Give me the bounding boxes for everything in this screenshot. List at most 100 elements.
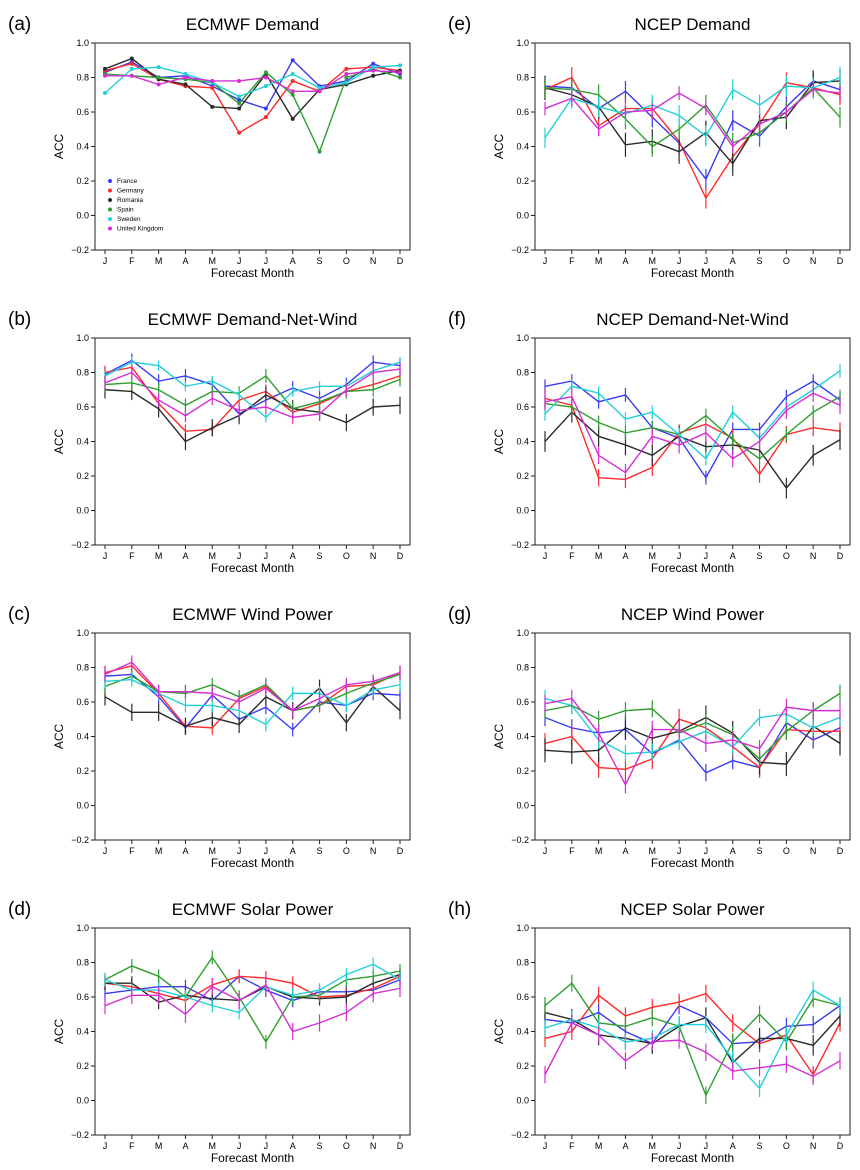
y-axis-label: ACC bbox=[52, 724, 66, 750]
x-axis-label: Forecast Month bbox=[211, 561, 294, 575]
x-tick-label: D bbox=[837, 256, 844, 266]
x-tick-label: S bbox=[317, 846, 323, 856]
x-tick-label: F bbox=[569, 256, 575, 266]
chart-svg: (g) NCEP Wind Power 1.0 0.8 0.6 0.4 0.2 0.0 −0.2… bbox=[448, 604, 851, 870]
series-line bbox=[544, 989, 841, 1090]
chart-title: NCEP Solar Power bbox=[620, 900, 765, 919]
data-point bbox=[237, 94, 242, 99]
x-tick-label: A bbox=[182, 846, 188, 856]
x-tick-label: J bbox=[237, 846, 242, 856]
y-tick-label: 0.8 bbox=[516, 663, 529, 673]
x-tick-label: F bbox=[129, 256, 135, 266]
y-tick-label: −0.2 bbox=[71, 245, 89, 255]
data-point bbox=[263, 70, 268, 75]
x-tick-label: M bbox=[155, 256, 163, 266]
series-line bbox=[544, 88, 841, 148]
series-line bbox=[104, 661, 401, 712]
data-point bbox=[210, 78, 215, 83]
y-tick-label: 1.0 bbox=[76, 628, 89, 638]
x-tick-label: D bbox=[837, 846, 844, 856]
series-line bbox=[104, 673, 401, 731]
data-point bbox=[210, 85, 215, 90]
chart-title: ECMWF Demand bbox=[186, 15, 319, 34]
data-point bbox=[344, 72, 349, 77]
series-line bbox=[544, 697, 840, 787]
y-tick-label: 0.2 bbox=[76, 176, 89, 186]
x-tick-label: J bbox=[543, 551, 548, 561]
x-tick-label: D bbox=[397, 551, 404, 561]
y-tick-label: 0.6 bbox=[516, 402, 529, 412]
panel-g: (g) NCEP Wind Power 1.0 0.8 0.6 0.4 0.2 0.0 −0.2… bbox=[440, 590, 860, 875]
series-spain bbox=[544, 974, 841, 1104]
series-line bbox=[105, 69, 401, 93]
data-point bbox=[103, 73, 107, 78]
legend-label: France bbox=[117, 178, 138, 185]
series-united-kingdom bbox=[544, 1014, 841, 1085]
panel-d: (d) ECMWF Solar Power 1.0 0.8 0.6 0.4 0.2 0.0 −0… bbox=[0, 885, 420, 1170]
plot-frame bbox=[94, 42, 411, 251]
series-line bbox=[104, 963, 401, 1014]
y-tick-label: 0.6 bbox=[76, 697, 89, 707]
x-tick-label: J bbox=[237, 1141, 242, 1151]
y-tick-label: 0.0 bbox=[76, 801, 89, 811]
data-point bbox=[290, 72, 295, 77]
y-tick-label: 0.0 bbox=[76, 1096, 89, 1106]
series-line bbox=[544, 1021, 841, 1078]
data-point bbox=[263, 115, 268, 120]
y-tick-label: 0.6 bbox=[516, 992, 529, 1002]
x-tick-label: F bbox=[129, 551, 135, 561]
x-tick-label: M bbox=[595, 256, 603, 266]
legend-marker bbox=[108, 226, 112, 231]
series-germany bbox=[544, 67, 841, 209]
y-tick-label: 0.8 bbox=[76, 958, 89, 968]
x-axis-label: Forecast Month bbox=[211, 856, 294, 870]
y-tick-label: 0.2 bbox=[516, 766, 529, 776]
x-tick-label: O bbox=[343, 256, 350, 266]
x-tick-label: J bbox=[704, 551, 709, 561]
series-line bbox=[105, 973, 401, 1003]
x-tick-label: D bbox=[837, 1141, 844, 1151]
x-tick-label: J bbox=[264, 1141, 269, 1151]
x-tick-label: A bbox=[622, 256, 628, 266]
data-point bbox=[263, 84, 268, 89]
x-tick-label: D bbox=[397, 256, 404, 266]
x-tick-label: A bbox=[622, 846, 628, 856]
panel-a: (a) ECMWF Demand 1.0 0.8 0.6 0.4 0.2 0.0 −0.2 J F M… bbox=[0, 0, 420, 285]
data-point bbox=[129, 56, 134, 61]
data-point bbox=[237, 106, 242, 111]
x-tick-label: M bbox=[595, 551, 603, 561]
data-point bbox=[183, 72, 188, 77]
x-tick-label: S bbox=[757, 1141, 763, 1151]
y-tick-label: 0.6 bbox=[516, 107, 529, 117]
x-tick-label: M bbox=[155, 551, 163, 561]
y-tick-label: 0.4 bbox=[516, 732, 529, 742]
y-tick-label: 0.0 bbox=[516, 506, 529, 516]
series-line bbox=[544, 982, 841, 1098]
y-tick-label: 0.2 bbox=[76, 1061, 89, 1071]
y-tick-label: −0.2 bbox=[71, 1130, 89, 1140]
data-point bbox=[156, 65, 161, 70]
series-spain bbox=[544, 77, 841, 157]
x-tick-label: J bbox=[103, 256, 108, 266]
y-tick-label: 0.4 bbox=[76, 142, 89, 152]
x-tick-label: F bbox=[569, 551, 575, 561]
y-tick-label: 0.0 bbox=[76, 211, 89, 221]
x-tick-label: M bbox=[649, 551, 657, 561]
x-tick-label: S bbox=[757, 256, 763, 266]
series-line bbox=[104, 673, 401, 712]
x-tick-label: J bbox=[237, 551, 242, 561]
series-france bbox=[103, 58, 402, 111]
x-axis-label: Forecast Month bbox=[651, 856, 734, 870]
data-point bbox=[183, 82, 188, 87]
data-point bbox=[344, 75, 349, 80]
y-tick-label: 0.0 bbox=[516, 801, 529, 811]
y-tick-label: 1.0 bbox=[516, 333, 529, 343]
y-axis-label: ACC bbox=[52, 429, 66, 455]
legend-label: Germany bbox=[117, 188, 144, 195]
x-tick-label: J bbox=[543, 1141, 548, 1151]
y-tick-label: 0.2 bbox=[76, 471, 89, 481]
chart-title: NCEP Demand bbox=[635, 15, 751, 34]
x-tick-label: F bbox=[569, 846, 575, 856]
x-tick-label: S bbox=[317, 1141, 323, 1151]
chart-title: ECMWF Solar Power bbox=[172, 900, 334, 919]
